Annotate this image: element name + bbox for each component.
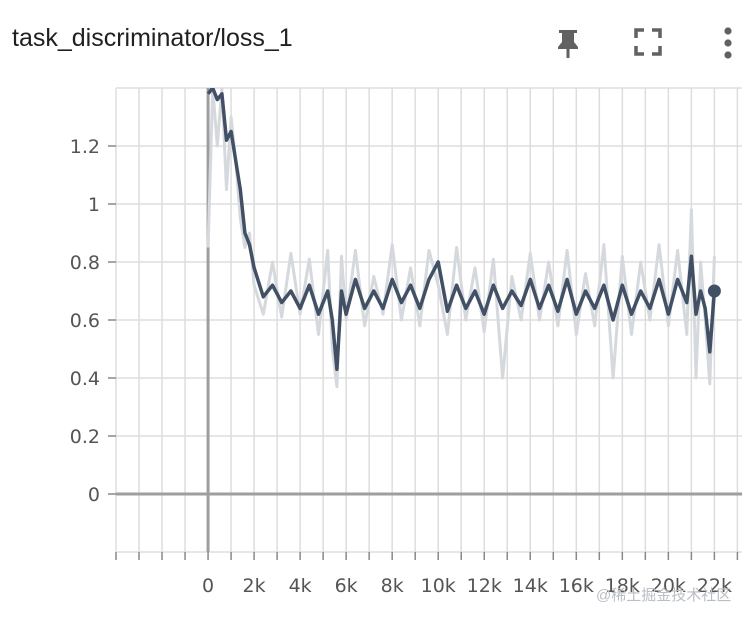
- x-tick-label: 14k: [513, 575, 548, 597]
- x-tick-label: 6k: [335, 575, 358, 597]
- y-tick-label: 1.2: [70, 136, 100, 158]
- fullscreen-icon: [634, 28, 662, 56]
- more-vert-icon: [724, 27, 732, 59]
- fullscreen-button[interactable]: [628, 22, 668, 62]
- pin-button[interactable]: [548, 22, 588, 62]
- last-value-marker: [707, 284, 721, 298]
- more-options-button[interactable]: [708, 22, 748, 62]
- x-tick-label: 22k: [697, 575, 732, 597]
- card-header: task_discriminator/loss_1: [0, 0, 756, 86]
- x-tick-label: 16k: [559, 575, 594, 597]
- x-tick-label: 20k: [651, 575, 686, 597]
- x-tick-label: 10k: [421, 575, 456, 597]
- y-tick-label: 0.8: [70, 252, 100, 274]
- smoothed-loss-line: [206, 88, 717, 372]
- chart-title: task_discriminator/loss_1: [12, 24, 293, 52]
- y-tick-label: 0: [88, 484, 100, 506]
- watermark: @稀土掘金技术社区: [596, 587, 732, 604]
- x-tick-label: 18k: [605, 575, 640, 597]
- pin-icon: [558, 30, 578, 58]
- x-tick-label: 4k: [289, 575, 312, 597]
- y-tick-label: 0.6: [70, 310, 100, 332]
- raw-loss-line: [206, 88, 716, 389]
- y-tick-label: 0.4: [70, 368, 100, 390]
- x-tick-label: 0: [202, 575, 214, 597]
- x-tick-label: 8k: [381, 575, 404, 597]
- x-tick-label: 12k: [467, 575, 502, 597]
- x-tick-label: 2k: [243, 575, 266, 597]
- y-tick-label: 0.2: [70, 426, 100, 448]
- y-tick-label: 1: [88, 194, 100, 216]
